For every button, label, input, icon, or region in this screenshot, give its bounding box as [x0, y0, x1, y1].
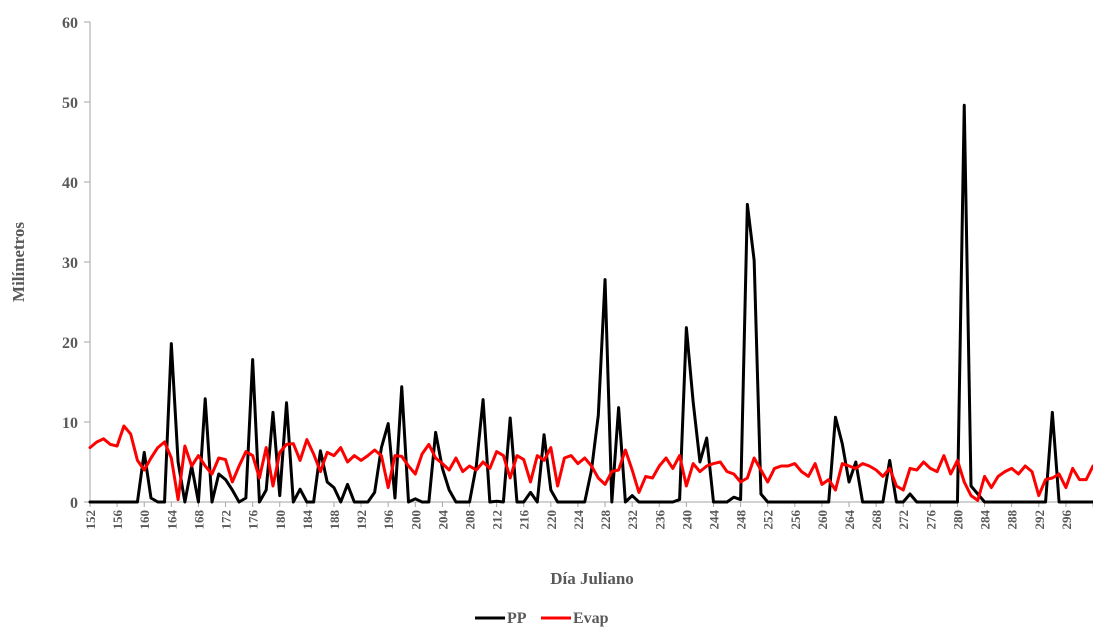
- x-tick-label: 184: [300, 510, 315, 530]
- x-tick-label: 232: [625, 510, 640, 530]
- x-tick-label: 248: [734, 510, 749, 530]
- x-tick-label: 288: [1005, 510, 1020, 530]
- series-layer: [88, 103, 1093, 504]
- x-tick-label: 220: [544, 510, 559, 530]
- y-tick-label: 40: [62, 175, 78, 192]
- x-tick-label: 244: [706, 510, 721, 530]
- series-line-evap: [88, 424, 1093, 502]
- x-tick-label: 224: [571, 510, 586, 530]
- x-tick-label: 180: [273, 510, 288, 530]
- x-tick-label: 200: [408, 510, 423, 530]
- x-tick-label: 204: [435, 510, 450, 530]
- y-axis-title: Milímetros: [9, 222, 28, 302]
- chart-axes: [89, 22, 1093, 503]
- legend-label-pp: PP: [507, 610, 527, 627]
- x-axis-title: Día Juliano: [550, 569, 634, 588]
- x-tick-label: 256: [788, 510, 803, 530]
- x-tick-label: 268: [869, 510, 884, 530]
- y-tick-label: 20: [62, 335, 78, 352]
- x-tick-label: 296: [1059, 510, 1074, 530]
- x-tick-label: 240: [679, 510, 694, 530]
- x-tick-label: 164: [164, 510, 179, 530]
- x-tick-label: 160: [137, 510, 152, 530]
- x-tick-label: 156: [110, 510, 125, 530]
- x-tick-label: 192: [354, 510, 369, 530]
- x-tick-label: 272: [896, 510, 911, 530]
- y-tick-label: 50: [62, 95, 78, 112]
- y-tick-label: 0: [70, 495, 78, 512]
- x-tick-label: 168: [191, 510, 206, 530]
- x-tick-label: 260: [815, 510, 830, 530]
- legend-label-evap: Evap: [573, 610, 609, 627]
- x-tick-label: 236: [652, 510, 667, 530]
- x-tick-label: 228: [598, 510, 613, 530]
- x-tick-label: 252: [761, 510, 776, 530]
- x-tick-label: 292: [1032, 510, 1047, 530]
- x-tick-label: 264: [842, 510, 857, 530]
- x-tick-label: 152: [83, 510, 98, 530]
- series-line-pp: [88, 103, 1093, 504]
- x-tick-label: 208: [463, 510, 478, 530]
- x-tick-label: 280: [950, 510, 965, 530]
- x-axis-ticks: 152 156 160 164 168 172 176 180 184 188 192 196 200 2…: [83, 502, 1093, 530]
- x-tick-label: 172: [219, 510, 234, 530]
- legend: PP Evap: [475, 610, 609, 627]
- x-tick-label: 216: [517, 510, 532, 530]
- y-tick-label: 60: [62, 15, 78, 32]
- y-tick-label: 10: [62, 415, 78, 432]
- y-tick-label: 30: [62, 255, 78, 272]
- x-tick-label: 176: [246, 510, 261, 530]
- x-tick-label: 188: [327, 510, 342, 530]
- y-axis-ticks: 0 10 20 30 40 50 60: [62, 15, 90, 512]
- x-tick-label: 284: [978, 510, 993, 530]
- x-tick-label: 212: [490, 510, 505, 530]
- x-tick-label: 276: [923, 510, 938, 530]
- x-tick-label: 196: [381, 510, 396, 530]
